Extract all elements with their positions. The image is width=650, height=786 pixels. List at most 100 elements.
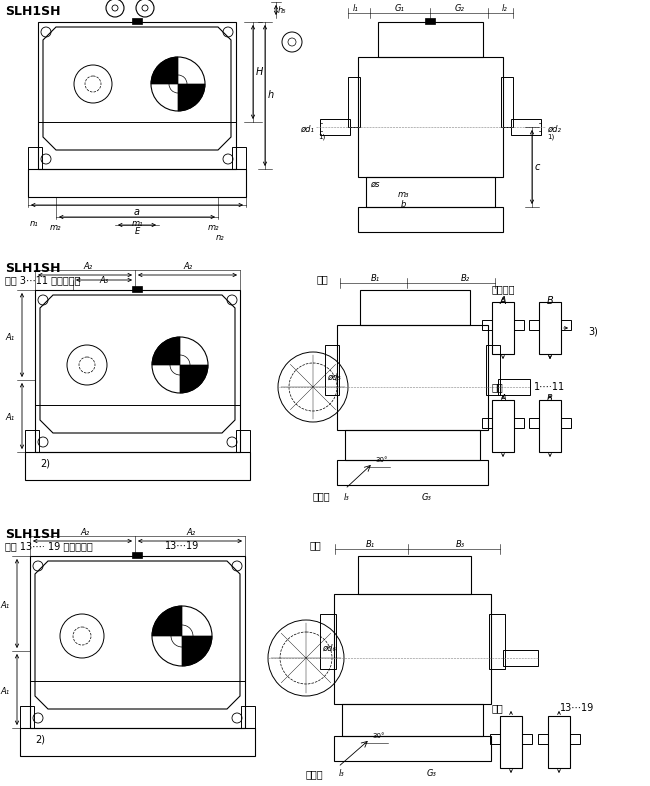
Text: A₂: A₂ xyxy=(83,262,92,271)
Text: 规格: 规格 xyxy=(492,382,504,392)
Text: m₃: m₃ xyxy=(397,190,409,199)
Text: n₂: n₂ xyxy=(216,233,225,242)
Text: G₃: G₃ xyxy=(422,493,432,502)
Bar xyxy=(498,379,530,395)
Bar xyxy=(511,119,541,135)
Bar xyxy=(514,320,524,330)
Bar xyxy=(38,22,236,169)
Text: A₁: A₁ xyxy=(6,332,15,341)
Text: A₁: A₁ xyxy=(6,413,15,423)
Text: 2): 2) xyxy=(40,458,50,468)
Text: b: b xyxy=(400,200,406,209)
Text: B₃: B₃ xyxy=(456,540,465,549)
Wedge shape xyxy=(152,606,182,636)
Text: G₂: G₂ xyxy=(455,4,465,13)
Text: l₃: l₃ xyxy=(344,493,350,502)
Wedge shape xyxy=(151,57,178,84)
Circle shape xyxy=(171,625,193,647)
Text: 30°: 30° xyxy=(372,733,385,739)
Text: ød₆: ød₆ xyxy=(322,644,336,653)
Bar xyxy=(334,736,491,761)
Text: B₁: B₁ xyxy=(365,540,374,549)
Text: A: A xyxy=(500,296,506,306)
Bar xyxy=(522,734,532,744)
Text: B₂: B₂ xyxy=(460,274,469,283)
Circle shape xyxy=(169,75,187,93)
Bar xyxy=(378,22,483,57)
Text: 1): 1) xyxy=(318,133,325,139)
Bar xyxy=(492,302,514,354)
Bar xyxy=(482,418,492,428)
Bar xyxy=(334,594,491,704)
Text: E: E xyxy=(135,227,140,236)
Text: B: B xyxy=(547,394,553,403)
Text: 3): 3) xyxy=(588,326,598,336)
Text: SLH1SH: SLH1SH xyxy=(5,262,60,275)
Bar xyxy=(20,706,34,728)
Text: a: a xyxy=(134,207,140,217)
Text: m₂: m₂ xyxy=(50,223,62,232)
Bar xyxy=(348,77,360,127)
Text: 进气孔: 进气孔 xyxy=(306,769,324,779)
Circle shape xyxy=(170,355,190,375)
Text: A₃: A₃ xyxy=(99,276,109,285)
Bar xyxy=(132,18,142,24)
Text: B: B xyxy=(547,296,553,306)
Wedge shape xyxy=(152,337,180,365)
Text: A₁: A₁ xyxy=(1,688,10,696)
Text: 13⋯19: 13⋯19 xyxy=(165,541,200,551)
Text: 风扇: 风扇 xyxy=(317,274,329,284)
Bar xyxy=(337,325,488,430)
Text: SLH1SH: SLH1SH xyxy=(5,5,60,18)
Wedge shape xyxy=(182,636,212,666)
Bar xyxy=(425,18,435,24)
Bar xyxy=(561,418,571,428)
Bar xyxy=(489,614,505,669)
Bar xyxy=(35,290,240,452)
Bar xyxy=(132,286,142,292)
Bar xyxy=(529,320,539,330)
Text: A₂: A₂ xyxy=(187,528,196,537)
Bar xyxy=(325,345,339,395)
Text: h: h xyxy=(268,90,274,100)
Bar xyxy=(539,400,561,452)
Bar xyxy=(236,430,250,452)
Bar xyxy=(500,716,522,768)
Bar xyxy=(232,147,246,169)
Bar xyxy=(25,452,250,480)
Bar xyxy=(20,728,255,756)
Bar xyxy=(28,169,246,197)
Bar xyxy=(366,177,495,207)
Text: G₃: G₃ xyxy=(427,769,437,778)
Wedge shape xyxy=(180,365,208,393)
Bar xyxy=(132,552,142,558)
Bar xyxy=(548,716,570,768)
Text: 规格 13⋯· 19 带冷却风扇: 规格 13⋯· 19 带冷却风扇 xyxy=(5,541,93,551)
Bar xyxy=(570,734,580,744)
Text: l₁: l₁ xyxy=(353,4,359,13)
Text: A: A xyxy=(500,394,506,403)
Bar xyxy=(25,430,39,452)
Text: B₁: B₁ xyxy=(370,274,380,283)
Bar xyxy=(538,734,548,744)
Text: 2): 2) xyxy=(35,734,45,744)
Text: n₁: n₁ xyxy=(30,219,38,228)
Bar xyxy=(30,556,245,728)
Bar xyxy=(514,418,524,428)
Bar xyxy=(486,345,500,395)
Bar xyxy=(490,734,500,744)
Text: 布置形式: 布置形式 xyxy=(492,284,515,294)
Text: øs: øs xyxy=(370,180,380,189)
Text: G₁: G₁ xyxy=(395,4,405,13)
Bar xyxy=(501,77,513,127)
Text: m₁: m₁ xyxy=(131,219,143,228)
Text: 1): 1) xyxy=(547,133,554,139)
Bar xyxy=(28,147,42,169)
Bar xyxy=(561,320,571,330)
Bar xyxy=(503,650,538,666)
Bar xyxy=(342,704,483,736)
Text: 规格: 规格 xyxy=(492,703,504,713)
Bar xyxy=(529,418,539,428)
Bar xyxy=(320,614,336,669)
Bar xyxy=(358,57,503,177)
